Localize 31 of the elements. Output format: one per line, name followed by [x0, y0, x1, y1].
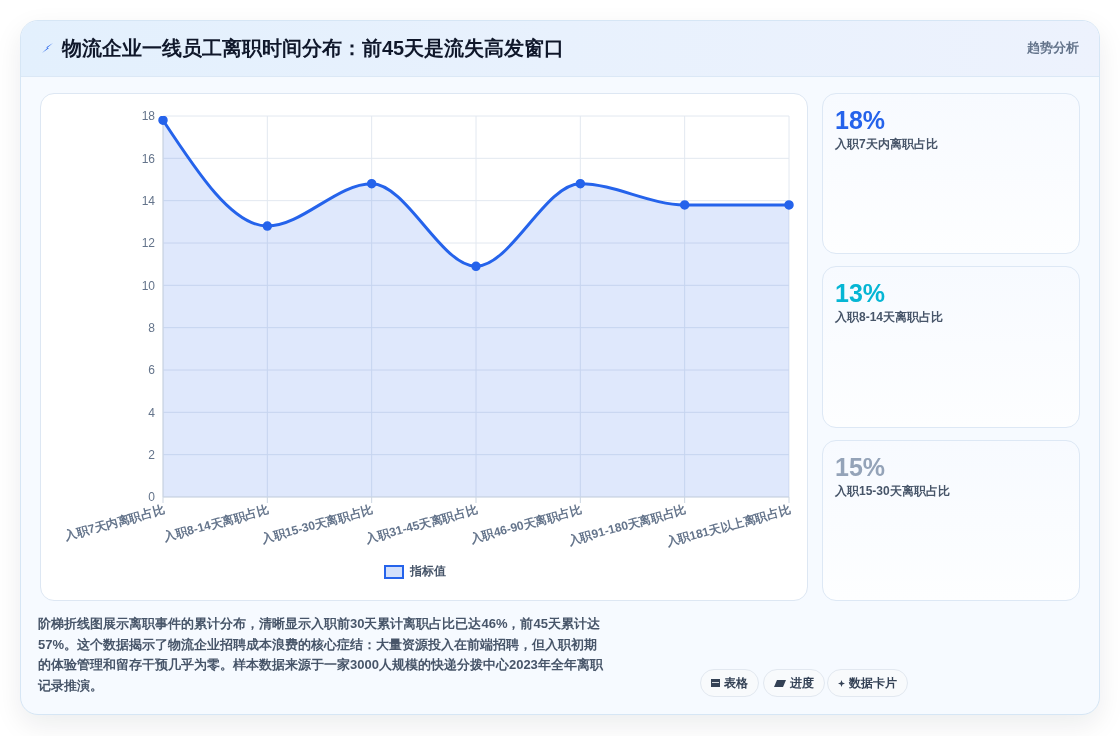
- text: 阶梯折线图展示离职事件的累计分布，清晰显示入职前30天累计离职占比已达46%，前45天累计达57%。这个数据揭示了物流企业招聘成本浪费的核心症结：大量资源投入在前端招聘，但入职初期的体验管理和留存干预几乎为零。样本数据来源于一家3000人规模的快递分拨中心2023年全年离职记录推演。: [38, 616, 603, 694]
- y-tick-label: 0: [148, 490, 156, 505]
- point: [366, 178, 377, 189]
- category-label: 入职7天内离职占比: [835, 137, 938, 151]
- text: 18%: [835, 106, 886, 134]
- x-tick-label: 入职7天内离职占比: [62, 502, 166, 543]
- category-label: 入职15-30天离职占比: [835, 483, 950, 498]
- text: 表格: [724, 674, 748, 692]
- legend-label: 指标值: [409, 563, 446, 580]
- chart-title: 物流企业一线员工离职时间分布：前45天是流失高发窗口: [62, 37, 565, 59]
- category-label: 入职8-14天离职占比: [835, 310, 944, 325]
- y-tick-label: 2: [148, 447, 156, 462]
- text: 进度: [790, 674, 814, 692]
- y-tick-label: 16: [141, 151, 156, 166]
- text: 13%: [835, 279, 886, 308]
- y-tick-label: 12: [141, 236, 156, 251]
- text: 数据卡片: [849, 674, 897, 692]
- point: [471, 261, 481, 272]
- y-tick-label: 4: [148, 405, 156, 420]
- point: [679, 200, 690, 210]
- text: 15%: [835, 452, 886, 481]
- point: [784, 200, 794, 210]
- text: 趋势分析: [1027, 40, 1079, 55]
- y-tick-label: 8: [148, 320, 156, 335]
- point: [158, 116, 168, 125]
- y-tick-label: 18: [141, 109, 156, 124]
- y-tick-label: 10: [141, 278, 156, 293]
- y-tick-label: 14: [141, 193, 156, 208]
- point: [262, 221, 273, 231]
- point: [575, 178, 586, 189]
- y-tick-label: 6: [148, 363, 156, 378]
